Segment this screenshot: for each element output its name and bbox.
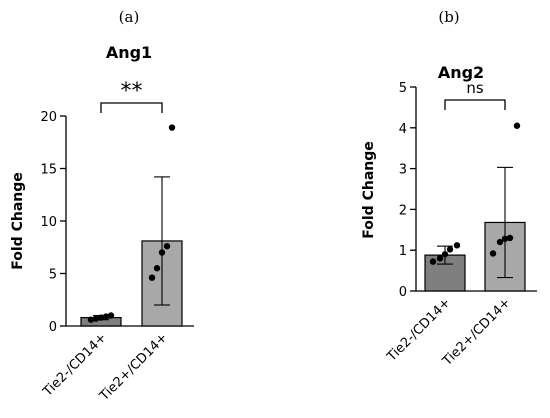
- panel-ang2: (b) Ang2 Fold Change 012345Tie2-/CD14+Ti…: [361, 8, 537, 370]
- data-point: [168, 124, 176, 131]
- data-point: [436, 255, 444, 262]
- data-point: [92, 315, 100, 322]
- significance-label: **: [121, 79, 143, 104]
- data-point: [446, 246, 454, 253]
- data-point: [441, 251, 449, 258]
- y-axis-label: Fold Change: [10, 172, 26, 269]
- y-axis-label: Fold Change: [361, 141, 377, 238]
- data-point: [153, 265, 161, 272]
- data-point: [513, 122, 521, 129]
- data-point: [148, 274, 156, 281]
- data-point: [158, 249, 166, 256]
- panel-label: (b): [438, 8, 459, 26]
- y-tick-label: 1: [399, 244, 407, 259]
- y-tick-label: 5: [49, 268, 57, 283]
- panel-label: (a): [119, 8, 140, 26]
- data-point: [506, 234, 514, 242]
- panel-ang1: (a) Ang1 Fold Change 05101520Tie2-/CD14+…: [10, 8, 194, 405]
- data-point: [163, 243, 171, 250]
- significance-label: ns: [466, 79, 484, 97]
- data-point: [87, 316, 95, 323]
- data-point: [97, 314, 105, 321]
- data-point: [453, 242, 461, 249]
- data-point: [496, 238, 504, 246]
- chart-title: Ang2: [438, 63, 484, 82]
- chart-title: Ang1: [106, 43, 152, 62]
- data-point: [489, 250, 497, 257]
- y-tick-label: 15: [40, 163, 57, 178]
- y-tick-label: 10: [40, 215, 57, 230]
- significance-bracket: [444, 99, 506, 110]
- y-tick-label: 20: [40, 110, 57, 125]
- y-tick-label: 5: [399, 81, 407, 96]
- y-tick-label: 0: [49, 320, 57, 335]
- data-point: [501, 235, 509, 242]
- data-point: [107, 312, 115, 319]
- data-point: [429, 258, 437, 265]
- data-point: [102, 313, 110, 320]
- significance-bracket: [100, 102, 163, 113]
- y-tick-label: 4: [399, 122, 407, 137]
- y-tick-label: 0: [399, 285, 407, 300]
- y-tick-label: 2: [399, 203, 407, 218]
- y-tick-label: 3: [399, 163, 407, 178]
